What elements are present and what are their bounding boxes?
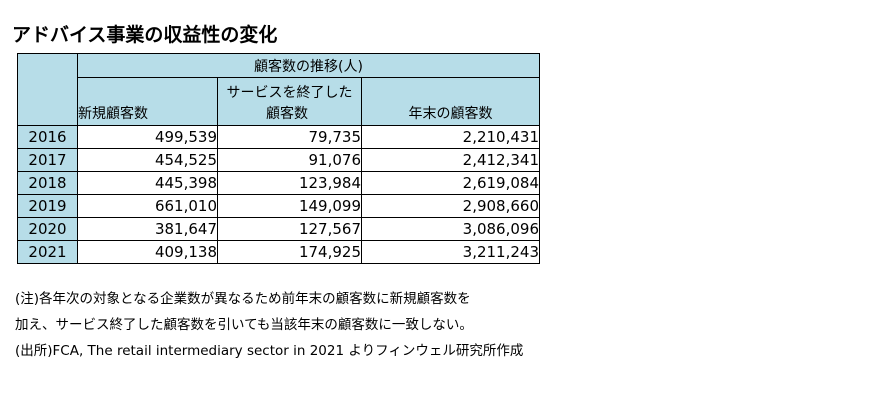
- new-customers-cell: 499,539: [77, 125, 218, 149]
- column-header-ended-line1: サービスを終了した: [226, 85, 353, 101]
- year-cell: 2020: [17, 217, 78, 241]
- ended-customers-cell: 123,984: [217, 171, 362, 195]
- source-note: (出所)FCA, The retail intermediary sector …: [15, 343, 524, 359]
- year-end-customers-cell: 3,211,243: [361, 240, 540, 264]
- new-customers-cell: 381,647: [77, 217, 218, 241]
- year-cell: 2019: [17, 194, 78, 218]
- ended-customers-cell: 149,099: [217, 194, 362, 218]
- year-end-customers-cell: 2,908,660: [361, 194, 540, 218]
- year-end-customers-cell: 3,086,096: [361, 217, 540, 241]
- footnote-line: 加え、サービス終了した顧客数を引いても当該年末の顧客数に一致しない。: [15, 317, 473, 333]
- table-row: 2017 454,525 91,076 2,412,341: [17, 148, 540, 172]
- year-end-customers-cell: 2,412,341: [361, 148, 540, 172]
- ended-customers-cell: 174,925: [217, 240, 362, 264]
- table-row: 2020 381,647 127,567 3,086,096: [17, 217, 540, 241]
- column-header-new: 新規顧客数: [77, 77, 218, 126]
- ended-customers-cell: 79,735: [217, 125, 362, 149]
- column-header-ended-line2: 顧客数: [266, 106, 308, 122]
- group-header: 顧客数の推移(人): [77, 53, 540, 78]
- year-cell: 2017: [17, 148, 78, 172]
- year-cell: 2021: [17, 240, 78, 264]
- new-customers-cell: 445,398: [77, 171, 218, 195]
- new-customers-cell: 409,138: [77, 240, 218, 264]
- footnotes: (注)各年次の対象となる企業数が異なるため前年末の顧客数に新規顧客数を 加え、サ…: [15, 286, 523, 364]
- year-cell: 2016: [17, 125, 78, 149]
- year-end-customers-cell: 2,210,431: [361, 125, 540, 149]
- ended-customers-cell: 127,567: [217, 217, 362, 241]
- column-header-ended: サービスを終了した 顧客数: [217, 77, 362, 126]
- table-subheader-row: 新規顧客数 サービスを終了した 顧客数 年末の顧客数: [18, 77, 540, 126]
- customer-count-table: 顧客数の推移(人) 新規顧客数 サービスを終了した 顧客数 年末の顧客数 201…: [17, 53, 540, 264]
- year-header-cell: [17, 53, 78, 126]
- table-row: 2021 409,138 174,925 3,211,243: [17, 240, 540, 264]
- ended-customers-cell: 91,076: [217, 148, 362, 172]
- page-title: アドバイス事業の収益性の変化: [12, 24, 278, 46]
- year-cell: 2018: [17, 171, 78, 195]
- new-customers-cell: 454,525: [77, 148, 218, 172]
- column-header-new-label: 新規顧客数: [78, 106, 148, 122]
- column-header-year-end-label: 年末の顧客数: [408, 106, 493, 122]
- table-row: 2018 445,398 123,984 2,619,084: [17, 171, 540, 195]
- table-header-row: 顧客数の推移(人): [17, 53, 540, 126]
- year-end-customers-cell: 2,619,084: [361, 171, 540, 195]
- new-customers-cell: 661,010: [77, 194, 218, 218]
- footnote-line: (注)各年次の対象となる企業数が異なるため前年末の顧客数に新規顧客数を: [15, 291, 471, 307]
- table-row: 2019 661,010 149,099 2,908,660: [17, 194, 540, 218]
- column-header-year-end: 年末の顧客数: [361, 77, 540, 126]
- table-row: 2016 499,539 79,735 2,210,431: [17, 125, 540, 149]
